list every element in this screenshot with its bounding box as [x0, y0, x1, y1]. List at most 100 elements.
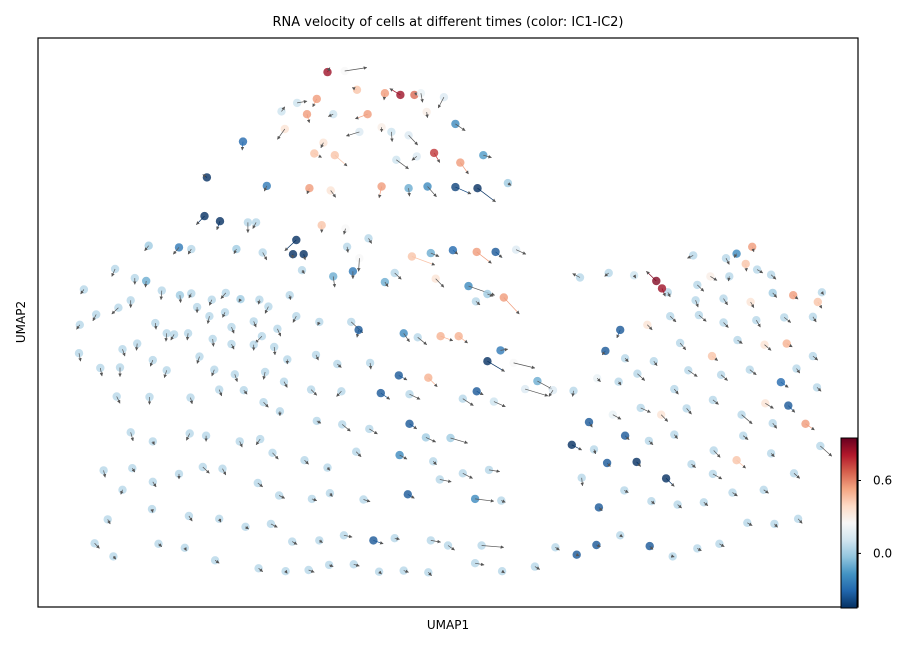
velocity-arrow	[341, 424, 351, 432]
velocity-arrow	[452, 249, 459, 255]
cell-point	[497, 496, 506, 505]
cell-point	[725, 272, 734, 281]
velocity-arrow	[253, 321, 257, 328]
velocity-arrow	[805, 423, 815, 431]
velocity-arrow	[411, 256, 436, 266]
velocity-arrow	[604, 272, 609, 277]
velocity-arrow	[284, 239, 297, 252]
x-axis-label: UMAP1	[427, 618, 469, 632]
velocity-arrow	[378, 570, 382, 575]
cell-point	[451, 182, 460, 192]
cell-point	[281, 567, 290, 576]
velocity-arrow	[310, 389, 318, 396]
cell-point	[130, 273, 139, 283]
velocity-arrow	[317, 321, 321, 326]
velocity-arrow	[107, 519, 111, 525]
velocity-arrow	[153, 323, 158, 330]
plot-frame	[37, 37, 859, 608]
velocity-arrow	[233, 248, 238, 255]
cell-point	[670, 384, 679, 394]
velocity-arrow	[820, 445, 833, 457]
velocity-arrow	[513, 362, 536, 369]
velocity-arrow	[428, 377, 438, 388]
velocity-arrow	[697, 284, 705, 292]
cell-point	[421, 433, 431, 442]
velocity-arrow	[677, 504, 682, 509]
velocity-arrow	[102, 470, 107, 478]
cell-point	[338, 420, 347, 429]
velocity-arrow	[447, 545, 455, 551]
velocity-arrow	[334, 154, 348, 167]
velocity-arrow	[120, 489, 124, 495]
velocity-arrow	[732, 492, 738, 497]
velocity-arrow	[661, 288, 666, 297]
cell-point	[520, 384, 530, 394]
cell-point	[670, 430, 679, 439]
velocity-arrow	[277, 128, 286, 140]
velocity-arrow	[723, 322, 729, 328]
velocity-arrow	[188, 293, 192, 299]
velocity-arrow	[817, 301, 823, 309]
velocity-arrow	[351, 87, 358, 91]
velocity-arrow	[202, 466, 210, 474]
cell-point	[369, 536, 378, 545]
cell-point	[782, 339, 791, 348]
velocity-arrow	[744, 263, 748, 272]
cell-point	[266, 519, 276, 529]
velocity-arrow	[606, 462, 611, 467]
cell-point	[169, 330, 179, 339]
cell-point	[292, 98, 302, 108]
cell-point	[227, 322, 236, 332]
velocity-arrow	[637, 373, 646, 381]
velocity-arrow	[130, 432, 134, 442]
velocity-arrow	[601, 350, 606, 356]
cell-point	[304, 565, 313, 575]
velocity-arrow	[394, 536, 400, 541]
cell-point	[380, 277, 390, 287]
cell-point	[387, 127, 396, 137]
velocity-arrow	[170, 334, 175, 341]
velocity-arrow	[751, 246, 755, 253]
velocity-arrow	[353, 563, 360, 567]
velocity-arrow	[555, 546, 560, 551]
cell-point	[470, 494, 480, 504]
velocity-arrow	[670, 554, 675, 558]
cell-point	[489, 397, 499, 406]
velocity-arrow	[355, 451, 362, 458]
cell-point	[464, 281, 473, 291]
velocity-arrow	[159, 290, 164, 301]
velocity-arrow	[211, 369, 215, 377]
velocity-arrow	[326, 466, 331, 471]
velocity-arrow	[756, 269, 764, 274]
velocity-arrow	[793, 473, 801, 479]
cell-point	[470, 559, 480, 568]
velocity-arrow	[765, 403, 774, 409]
velocity-arrow	[501, 499, 506, 503]
velocity-arrow	[713, 450, 721, 458]
velocity-arrow	[500, 347, 509, 352]
velocity-arrow	[703, 502, 709, 506]
velocity-arrow	[272, 452, 279, 460]
cell-point	[584, 417, 594, 427]
velocity-arrow	[710, 276, 718, 281]
velocity-arrow	[475, 301, 481, 306]
cell-point	[706, 272, 715, 281]
velocity-arrow	[122, 349, 126, 357]
cell-point	[323, 463, 332, 472]
velocity-arrow	[747, 522, 753, 526]
velocity-arrow	[329, 492, 333, 497]
velocity-arrow	[440, 335, 454, 342]
velocity-arrow	[476, 251, 492, 264]
velocity-arrow	[780, 381, 789, 388]
velocity-arrow	[218, 389, 223, 397]
velocity-arrow	[525, 388, 549, 397]
velocity-arrow	[624, 435, 630, 440]
velocity-arrow	[462, 472, 473, 479]
cell-point	[110, 264, 120, 274]
cell-point	[186, 393, 195, 402]
velocity-arrow	[258, 568, 263, 572]
velocity-arrow	[632, 274, 637, 279]
velocity-arrow	[617, 381, 622, 386]
velocity-arrow	[476, 390, 484, 396]
